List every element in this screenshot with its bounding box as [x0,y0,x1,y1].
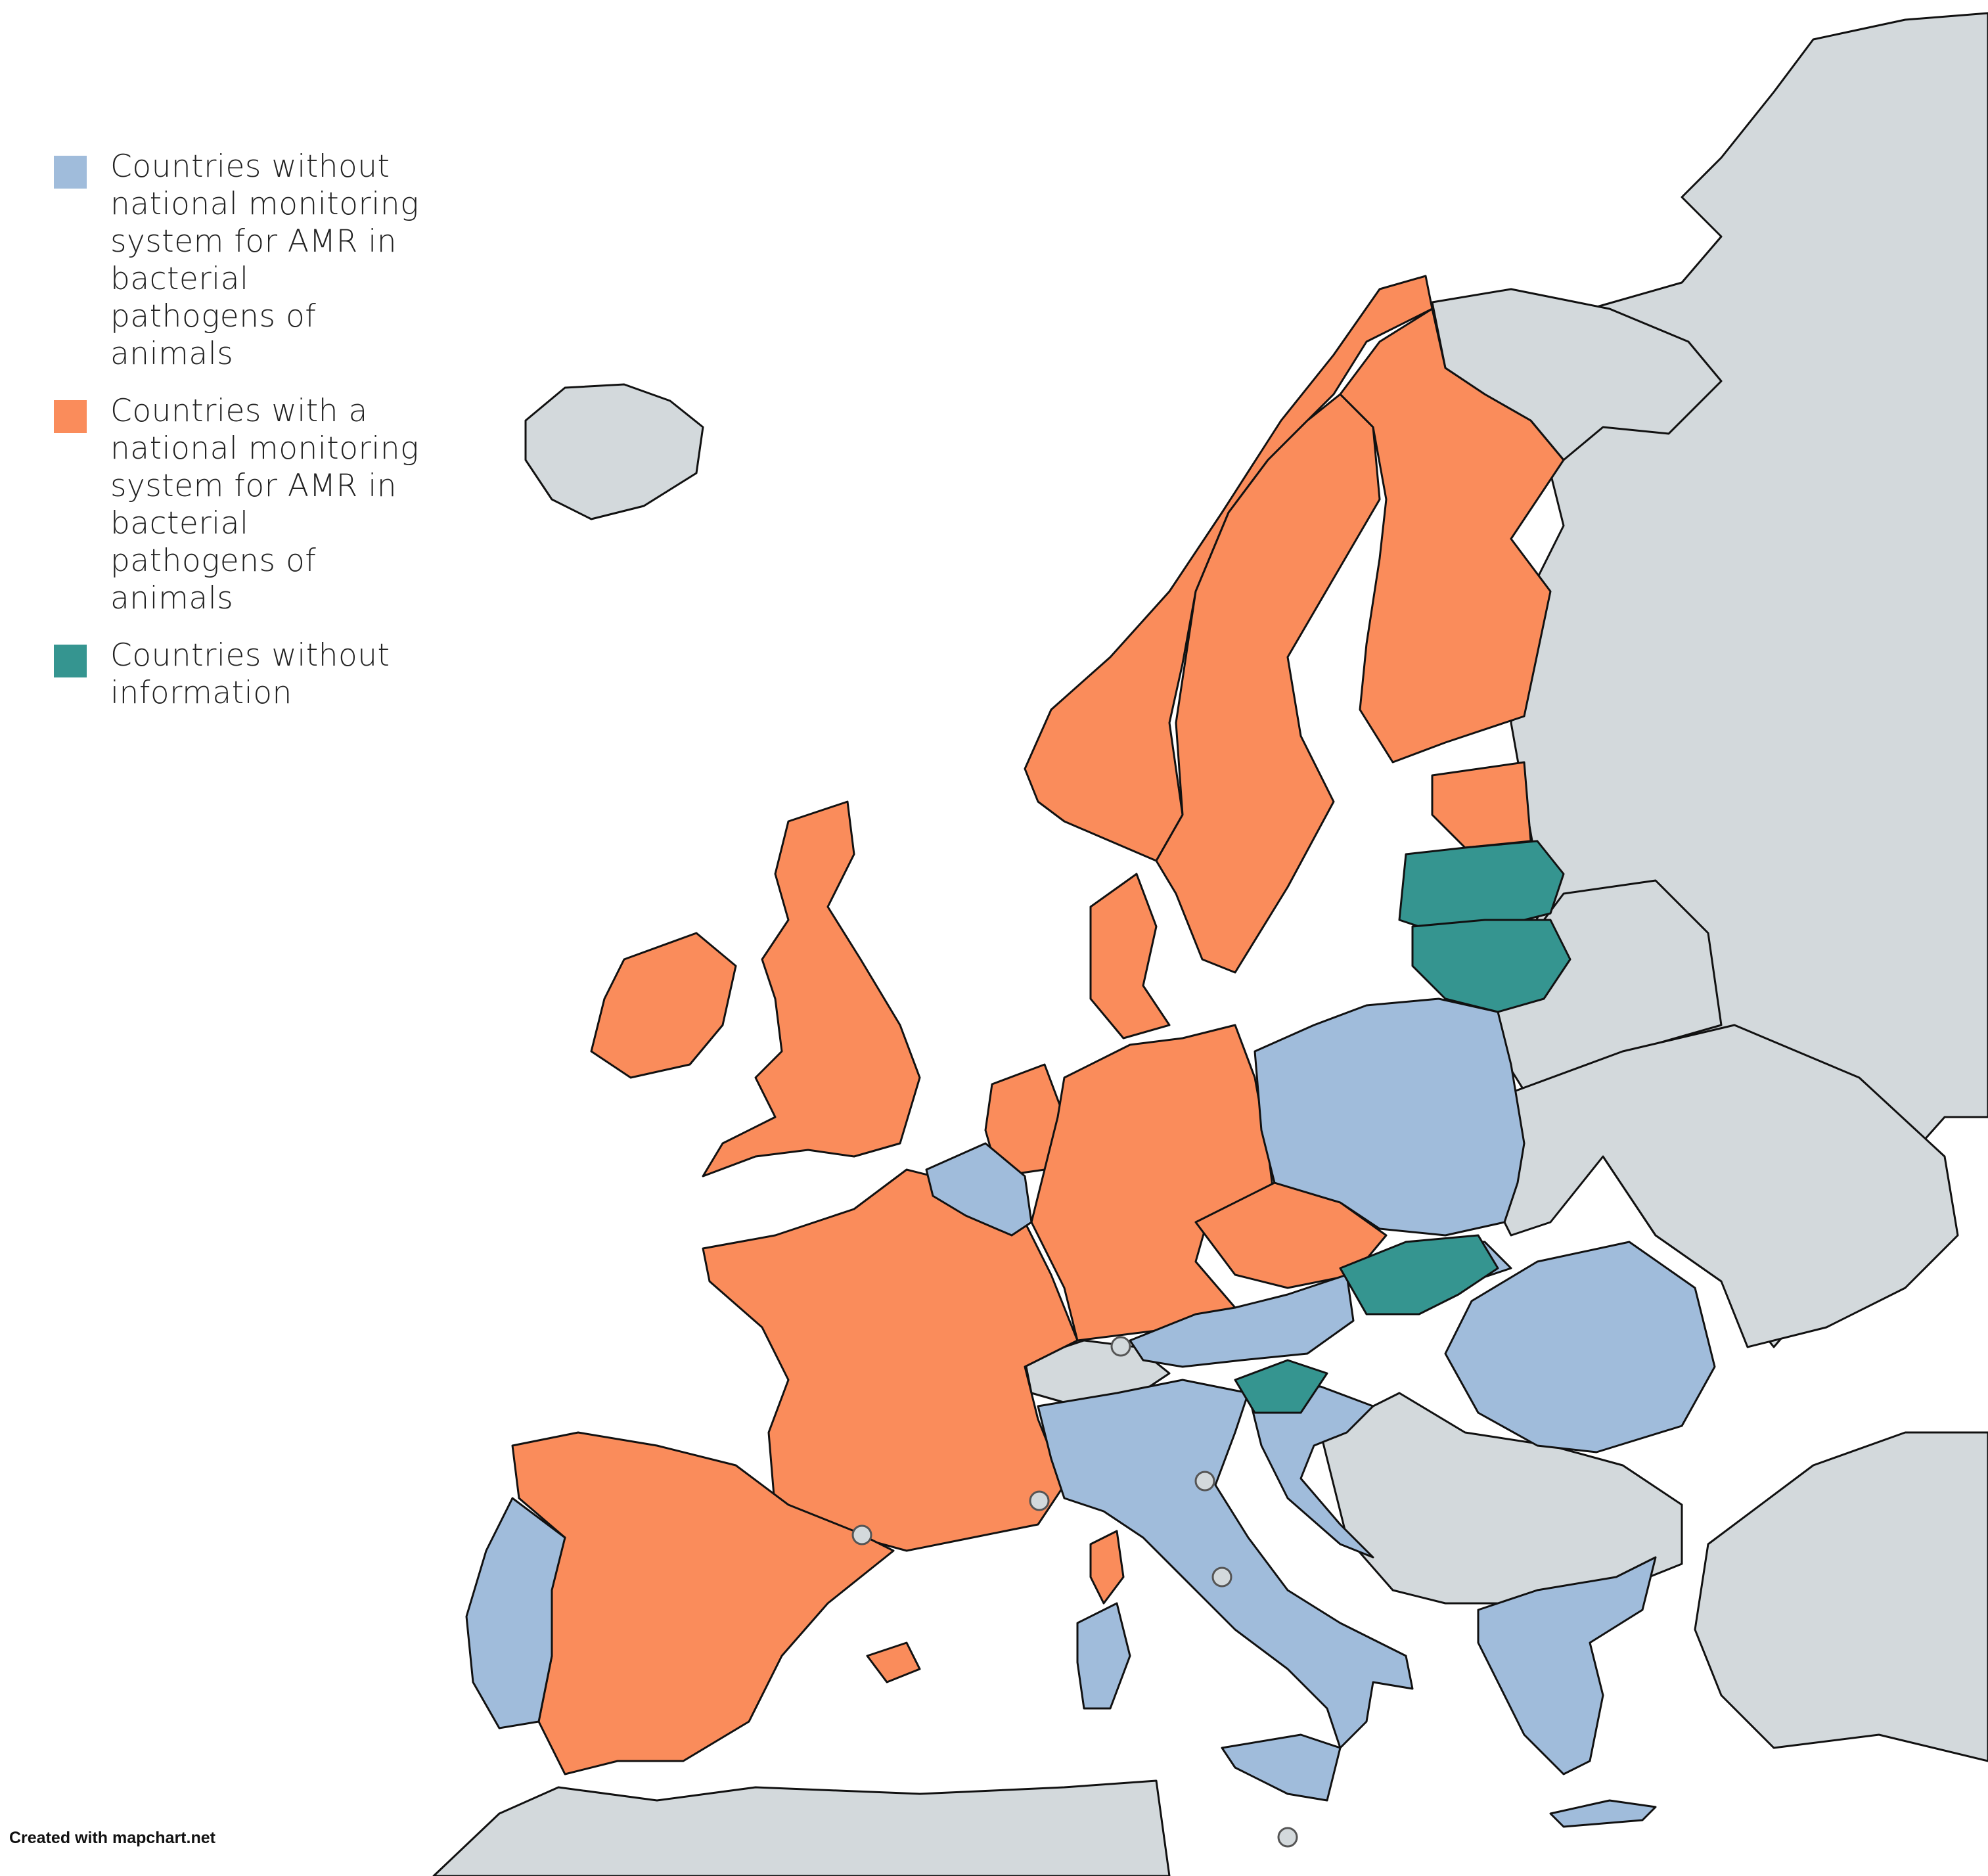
malta-marker[interactable] [1277,1827,1298,1848]
ukraine[interactable] [1477,1024,1959,1348]
legend-item-no-system: Countries without national monitoring sy… [54,148,422,373]
map-credit: Created with mapchart.net [9,1829,215,1847]
poland[interactable] [1254,997,1525,1237]
legend-swatch-with-system [54,400,87,433]
crete[interactable] [1549,1799,1657,1828]
finland[interactable] [1339,308,1565,764]
corsica[interactable] [1089,1530,1125,1605]
ireland[interactable] [590,932,737,1079]
liechtenstein-marker[interactable] [1110,1336,1131,1357]
san-marino-marker[interactable] [1194,1471,1215,1492]
legend-swatch-no-info [54,645,87,677]
legend-item-with-system: Countries with a national monitoring sys… [54,392,422,617]
belgium[interactable] [925,1142,1033,1237]
legend-label-no-info: Countries without information [110,637,390,711]
united-kingdom[interactable] [702,800,921,1178]
sweden[interactable] [1155,393,1381,974]
estonia[interactable] [1431,761,1532,849]
legend-swatch-no-system [54,156,87,189]
austria[interactable] [1129,1273,1355,1368]
lithuania[interactable] [1411,919,1571,1013]
germany[interactable] [1030,1024,1276,1342]
croatia[interactable] [1247,1385,1374,1559]
andorra-marker[interactable] [851,1524,872,1545]
hungary[interactable] [1339,1234,1499,1315]
portugal[interactable] [465,1497,566,1729]
greece[interactable] [1477,1556,1657,1775]
legend-label-with-system: Countries with a national monitoring sys… [110,393,419,616]
romania[interactable] [1444,1241,1716,1453]
north-africa[interactable] [432,1779,1171,1876]
balearic-islands[interactable] [866,1641,921,1683]
norway[interactable] [1024,275,1434,862]
turkey[interactable] [1694,1431,1988,1762]
map-legend: Countries without national monitoring sy… [54,148,422,731]
italy[interactable] [1037,1379,1414,1749]
denmark[interactable] [1089,873,1171,1040]
slovenia[interactable] [1234,1359,1328,1414]
balkans-region[interactable] [1319,1392,1683,1605]
sardinia[interactable] [1076,1602,1131,1710]
iceland[interactable] [524,383,704,520]
latvia[interactable] [1398,840,1565,934]
sicily[interactable] [1221,1733,1342,1802]
monaco-marker[interactable] [1029,1490,1050,1511]
legend-label-no-system: Countries without national monitoring sy… [110,149,419,372]
legend-item-no-info: Countries without information [54,637,422,712]
vatican-marker[interactable] [1211,1567,1232,1588]
